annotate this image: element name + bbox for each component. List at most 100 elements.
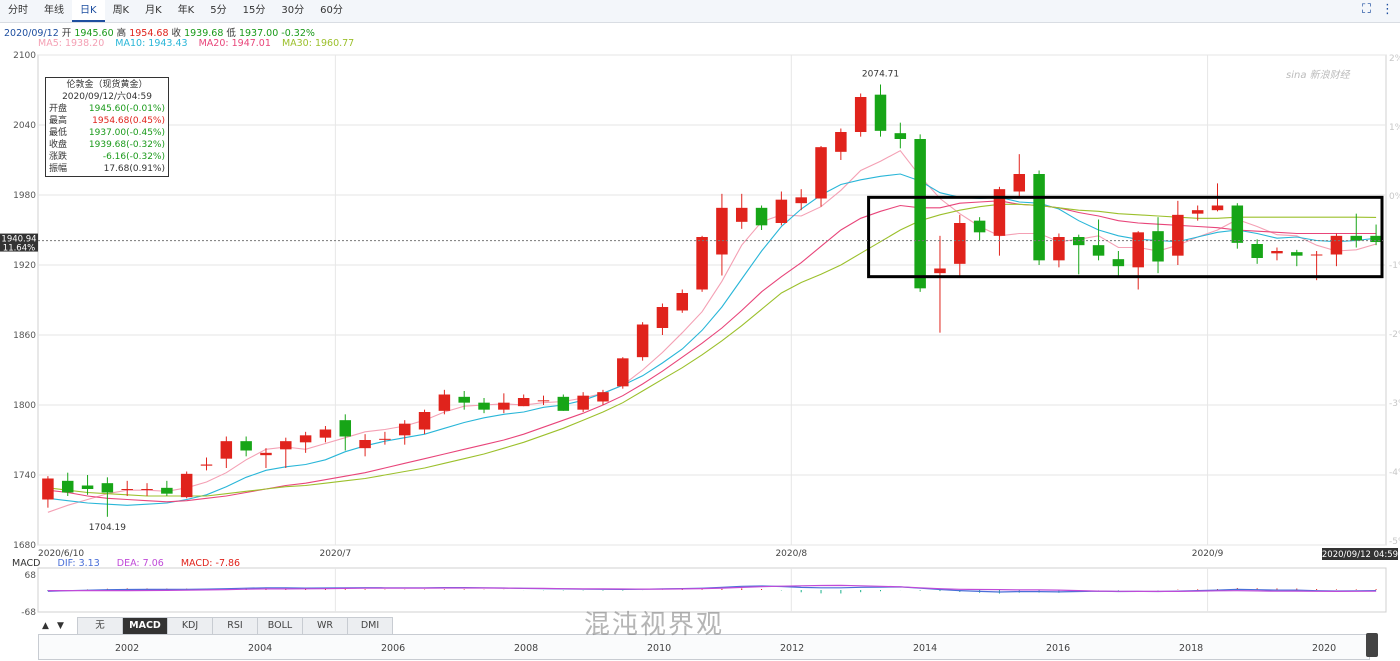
tab-2[interactable]: 日K xyxy=(72,0,105,22)
candle-body xyxy=(1191,210,1204,214)
arrow-down-icon[interactable]: ▼ xyxy=(57,621,64,631)
tab-6[interactable]: 5分 xyxy=(210,5,227,16)
y-tick-label: 2100 xyxy=(13,51,36,61)
candle-body xyxy=(1251,244,1263,258)
y-tick-label: 1860 xyxy=(13,331,36,341)
right-tick-label: 1% xyxy=(1389,123,1400,133)
tab-1[interactable]: 年线 xyxy=(44,5,64,16)
price-marker-bg xyxy=(0,233,38,252)
candle-body xyxy=(517,398,530,407)
price-annotation: 1704.19 xyxy=(89,523,126,533)
timeline-year-label: 2004 xyxy=(248,643,273,654)
macd-top-label: 68 xyxy=(25,571,37,581)
candle-body xyxy=(676,293,689,311)
open-value: 1945.60 xyxy=(74,28,114,39)
candle-body xyxy=(1152,231,1164,262)
indicator-tab-2[interactable]: KDJ xyxy=(167,617,213,635)
timeline-handle[interactable] xyxy=(1366,633,1378,657)
candle-body xyxy=(775,199,788,223)
candle-body xyxy=(398,423,411,436)
open-label: 开 xyxy=(61,28,72,39)
ma-legend: MA5: 1938.20 MA10: 1943.43 MA20: 1947.01… xyxy=(38,38,362,49)
tab-4[interactable]: 月K xyxy=(145,5,162,16)
candle-body xyxy=(299,435,312,443)
plot-frame xyxy=(37,54,1387,546)
right-tick-label: -2% xyxy=(1389,330,1400,340)
macd-dea: DEA: 7.06 xyxy=(116,558,164,569)
y-tick-label: 2040 xyxy=(13,121,36,131)
candle-body xyxy=(597,392,609,402)
candle-body xyxy=(1291,252,1303,256)
close-value: 1939.68 xyxy=(184,28,224,39)
tab-3[interactable]: 周K xyxy=(112,5,130,16)
candle-body xyxy=(1330,235,1343,255)
tab-8[interactable]: 30分 xyxy=(281,5,305,16)
info-row: 最低 1937.00(-0.45%) xyxy=(46,127,168,139)
candle-body xyxy=(161,487,173,494)
timeline-year-label: 2014 xyxy=(913,643,938,654)
info-row-value: -6.16(-0.32%) xyxy=(102,152,165,162)
x-tick-label: 2020/9 xyxy=(1192,549,1224,559)
timeline-year-label: 2010 xyxy=(647,643,672,654)
tab-7[interactable]: 15分 xyxy=(242,5,266,16)
tab-9[interactable]: 60分 xyxy=(320,5,343,16)
candle-body xyxy=(180,473,193,498)
info-row: 最高 1954.68(0.45%) xyxy=(46,115,168,127)
info-row: 开盘 1945.60(-0.01%) xyxy=(46,103,168,115)
time-marker: 2020/09/12 04:59 xyxy=(1322,550,1398,560)
info-row-value: 1939.68(-0.32%) xyxy=(88,140,165,150)
indicator-tab-1[interactable]: MACD xyxy=(122,617,168,635)
watermark: 混沌视界观 xyxy=(584,610,725,640)
candle-body xyxy=(656,307,669,328)
indicator-tab-4[interactable]: BOLL xyxy=(257,617,303,635)
candle-body xyxy=(81,485,94,489)
macd-legend: MACD DIF: 3.13 DEA: 7.06 MACD: -7.86 xyxy=(12,558,254,569)
timeline-navigator[interactable]: 2002 2004 2006 2008 2010 2012 2014 2016 2018 2020 xyxy=(38,634,1370,660)
macd-dif: DIF: 3.13 xyxy=(57,558,100,569)
fullscreen-icon[interactable]: ⛶ xyxy=(1361,2,1371,17)
indicator-tab-5[interactable]: WR xyxy=(302,617,348,635)
info-row-label: 最低 xyxy=(49,128,68,138)
ma30-label: MA30: 1960.77 xyxy=(281,38,355,49)
y-tick-label: 1680 xyxy=(13,541,36,551)
candle-body xyxy=(1271,251,1283,254)
timeline-year-label: 2018 xyxy=(1179,643,1204,654)
info-row-label: 最高 xyxy=(49,116,68,126)
right-tick-label: -4% xyxy=(1389,468,1400,478)
candle-body xyxy=(735,207,748,222)
tab-0[interactable]: 分时 xyxy=(8,5,28,16)
tab-5[interactable]: 年K xyxy=(177,5,195,16)
indicator-tab-0[interactable]: 无 xyxy=(77,617,123,635)
candle-body xyxy=(617,358,629,387)
info-row-label: 振幅 xyxy=(49,164,68,174)
timeline-year-label: 2020 xyxy=(1312,643,1337,654)
candle-body xyxy=(1013,174,1026,192)
indicator-tab-3[interactable]: RSI xyxy=(212,617,258,635)
high-value: 1954.68 xyxy=(129,28,169,39)
quote-summary: 2020/09/12 开 1945.60 高 1954.68 收 1939.68… xyxy=(4,25,315,39)
candle-body xyxy=(319,429,332,438)
more-icon[interactable]: ⋮ xyxy=(1381,2,1394,17)
change-value: -0.32% xyxy=(281,28,315,39)
candle-body xyxy=(42,478,54,500)
candle-body xyxy=(716,207,728,255)
info-title: 伦敦金（现货黄金） xyxy=(66,80,148,90)
candle-body xyxy=(200,464,213,466)
timeline-year-label: 2006 xyxy=(381,643,406,654)
ma30-line xyxy=(47,203,1377,497)
candle-body xyxy=(458,396,470,403)
candle-body xyxy=(696,237,708,290)
y-tick-label: 1920 xyxy=(13,261,36,271)
indicator-tab-6[interactable]: DMI xyxy=(347,617,393,635)
ma20-label: MA20: 1947.01 xyxy=(198,38,271,49)
candle-body xyxy=(993,189,1006,236)
arrow-up-icon[interactable]: ▲ xyxy=(42,621,49,631)
macd-name: MACD xyxy=(12,558,41,569)
ma5-label: MA5: 1938.20 xyxy=(38,38,105,49)
price-annotation: 2074.71 xyxy=(862,70,899,80)
info-datetime: 2020/09/12/六04:59 xyxy=(62,92,152,102)
timeline-year-label: 2008 xyxy=(514,643,539,654)
ma20-line xyxy=(47,200,1377,503)
ma5-line xyxy=(47,149,1377,513)
candle-body xyxy=(101,483,114,493)
